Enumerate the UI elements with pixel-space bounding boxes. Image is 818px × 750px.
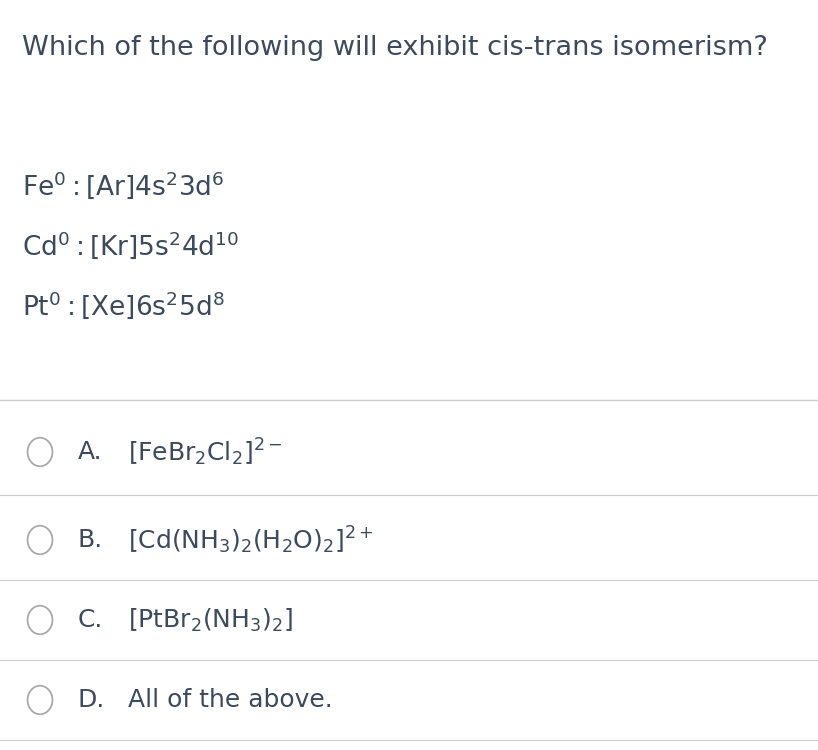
Text: B.: B. xyxy=(78,528,103,552)
Text: $\mathregular{Fe}$$^{\mathregular{0}}$$\mathregular{: [Ar]4s}$$^{\mathregular{2}: $\mathregular{Fe}$$^{\mathregular{0}}$$\… xyxy=(22,170,224,201)
Text: A.: A. xyxy=(78,440,102,464)
Text: $\mathregular{[Cd(NH_3)_2(H_2O)_2]^{2+}}$: $\mathregular{[Cd(NH_3)_2(H_2O)_2]^{2+}}… xyxy=(128,524,374,556)
Text: All of the above.: All of the above. xyxy=(128,688,333,712)
Text: $\mathregular{Cd}$$^{\mathregular{0}}$$\mathregular{: [Kr]5s}$$^{\mathregular{2}: $\mathregular{Cd}$$^{\mathregular{0}}$$\… xyxy=(22,230,239,261)
Text: C.: C. xyxy=(78,608,103,632)
Text: $\mathregular{Pt}$$^{\mathregular{0}}$$\mathregular{: [Xe]6s}$$^{\mathregular{2}: $\mathregular{Pt}$$^{\mathregular{0}}$$\… xyxy=(22,290,225,321)
Text: Which of the following will exhibit cis-trans isomerism?: Which of the following will exhibit cis-… xyxy=(22,35,768,61)
Text: D.: D. xyxy=(78,688,106,712)
Text: $\mathregular{[FeBr_2Cl_2]^{2-}}$: $\mathregular{[FeBr_2Cl_2]^{2-}}$ xyxy=(128,436,282,468)
Text: $\mathregular{[PtBr_2(NH_3)_2]}$: $\mathregular{[PtBr_2(NH_3)_2]}$ xyxy=(128,607,293,634)
